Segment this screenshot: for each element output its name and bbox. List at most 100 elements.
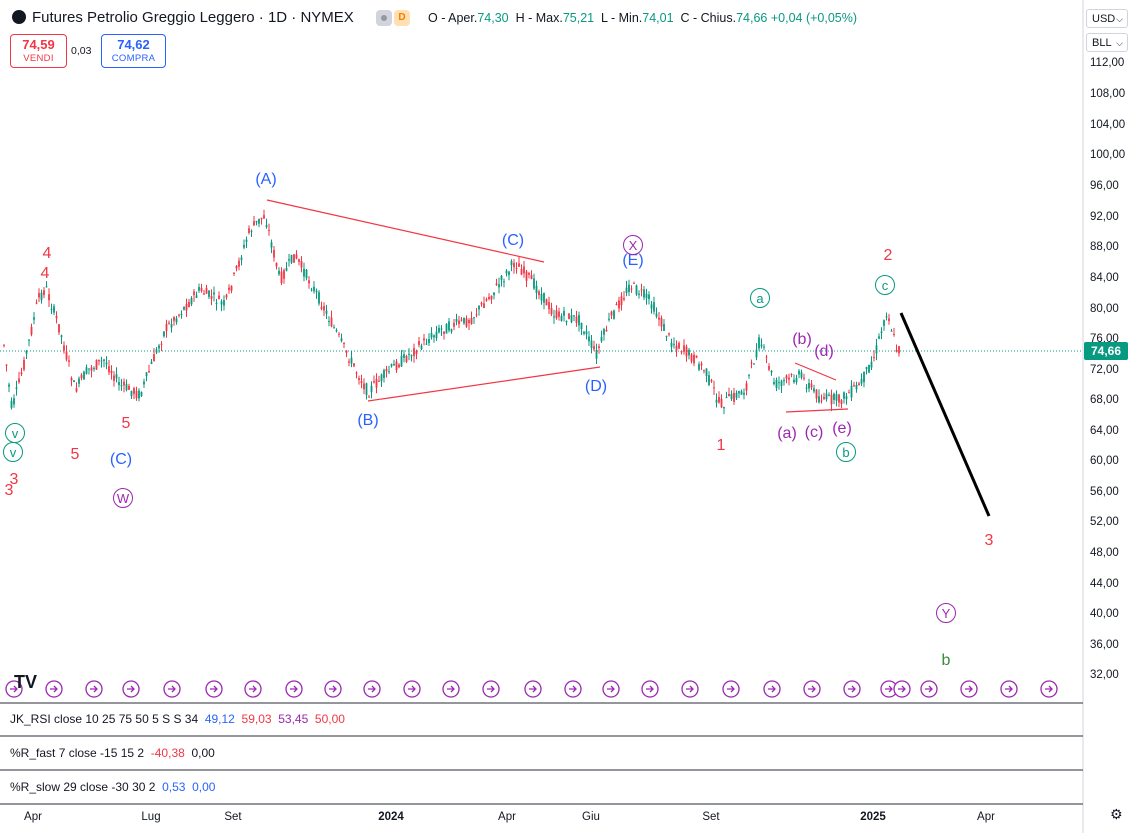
- event-arrow-circle-icon[interactable]: [763, 680, 781, 698]
- event-arrow-circle-icon[interactable]: [524, 680, 542, 698]
- candle-body: [423, 338, 425, 341]
- event-arrow-circle-icon[interactable]: [960, 680, 978, 698]
- event-arrow-circle-icon[interactable]: [893, 680, 911, 698]
- event-arrow-circle-icon[interactable]: [722, 680, 740, 698]
- candle-body: [113, 375, 115, 381]
- candle-body: [255, 220, 258, 223]
- price-tick: 104,00: [1090, 119, 1126, 131]
- event-arrow-circle-icon[interactable]: [843, 680, 861, 698]
- event-arrow-circle-icon[interactable]: [442, 680, 460, 698]
- candle-body: [478, 305, 480, 310]
- candle-body: [508, 271, 510, 275]
- candle-body: [415, 350, 418, 354]
- wave-label: 5: [121, 415, 131, 432]
- candle-body: [588, 336, 590, 342]
- event-arrow-circle-icon[interactable]: [564, 680, 582, 698]
- sell-button[interactable]: 74,59 VENDI: [10, 34, 67, 68]
- candle-body: [63, 345, 65, 351]
- candle-body: [195, 295, 198, 298]
- candle-body: [498, 284, 500, 288]
- event-arrow-circle-icon[interactable]: [1040, 680, 1058, 698]
- candle-body: [278, 270, 280, 275]
- event-arrow-circle-icon[interactable]: [324, 680, 342, 698]
- candle-body: [685, 346, 688, 357]
- candle-body: [48, 294, 50, 301]
- eye-dot-icon[interactable]: [376, 10, 392, 26]
- candle-body: [215, 302, 218, 305]
- candle-body: [888, 318, 890, 322]
- candle-body: [153, 354, 155, 362]
- candle-body: [105, 362, 108, 365]
- rfast-legend[interactable]: %R_fast 7 close -15 15 2 -40,38 0,00: [10, 746, 215, 760]
- event-arrow-circle-icon[interactable]: [403, 680, 421, 698]
- time-tick: Apr: [24, 811, 42, 823]
- rslow-legend[interactable]: %R_slow 29 close -30 30 2 0,53 0,00: [10, 780, 216, 794]
- candle-body: [540, 293, 543, 301]
- event-arrow-circle-icon[interactable]: [681, 680, 699, 698]
- event-arrow-circle-icon[interactable]: [920, 680, 938, 698]
- event-arrow-circle-icon[interactable]: [122, 680, 140, 698]
- candle-body: [620, 296, 623, 306]
- currency-select[interactable]: USD ⌵: [1086, 9, 1128, 28]
- gear-icon[interactable]: ⚙: [1110, 806, 1123, 822]
- event-arrow-circle-icon[interactable]: [1000, 680, 1018, 698]
- event-arrow-circle-icon[interactable]: [85, 680, 103, 698]
- candle-body: [418, 341, 420, 345]
- symbol-title[interactable]: Futures Petrolio Greggio Leggero · 1D · …: [12, 9, 354, 26]
- candle-body: [140, 391, 143, 396]
- candle-body: [818, 396, 820, 403]
- buy-button[interactable]: 74,62 COMPRA: [101, 34, 166, 68]
- tradingview-logo[interactable]: TV: [14, 672, 38, 692]
- candle-body: [738, 391, 740, 394]
- candle-body: [65, 351, 68, 360]
- candle-body: [598, 346, 600, 348]
- candle-body: [815, 389, 818, 399]
- event-arrow-circle-icon[interactable]: [45, 680, 63, 698]
- candle-body: [368, 396, 370, 398]
- triangle-upper-line: [266, 199, 545, 263]
- event-arrow-circle-icon[interactable]: [244, 680, 262, 698]
- event-arrow-circle-icon[interactable]: [363, 680, 381, 698]
- candle-body: [343, 342, 345, 344]
- candle-body: [345, 350, 348, 353]
- rsi-legend[interactable]: JK_RSI close 10 25 75 50 5 S S 34 49,12 …: [10, 712, 345, 726]
- event-arrow-circle-icon[interactable]: [163, 680, 181, 698]
- event-arrow-circle-icon[interactable]: [205, 680, 223, 698]
- candle-body: [878, 336, 880, 339]
- event-arrow-circle-icon[interactable]: [602, 680, 620, 698]
- candle-body: [243, 245, 245, 248]
- candle-body: [315, 290, 318, 293]
- candle-body: [768, 365, 770, 370]
- candle-body: [325, 310, 328, 314]
- candle-body: [33, 317, 35, 320]
- events-row[interactable]: [5, 680, 1058, 698]
- candle-body: [603, 329, 605, 335]
- symbol-logo-icon: [12, 10, 26, 24]
- candle-body: [703, 370, 705, 372]
- delayed-data-badge[interactable]: D: [394, 10, 410, 26]
- candle-body: [85, 367, 88, 374]
- unit-select[interactable]: BLL ⌵: [1086, 33, 1128, 52]
- candle-body: [165, 323, 168, 331]
- wave-label: (E): [622, 252, 644, 269]
- candle-body: [158, 345, 160, 349]
- event-arrow-circle-icon[interactable]: [641, 680, 659, 698]
- event-arrow-circle-icon[interactable]: [803, 680, 821, 698]
- candle-body: [83, 371, 85, 380]
- candle-body: [390, 364, 393, 367]
- candle-body: [43, 290, 45, 296]
- candle-body: [198, 287, 200, 291]
- candle-body: [668, 333, 670, 335]
- candle-body: [580, 322, 583, 330]
- candle-body: [350, 357, 353, 364]
- wave-label: (e): [832, 420, 852, 437]
- circled-wave-label: X: [623, 235, 643, 255]
- candle-body: [503, 281, 505, 283]
- event-arrow-circle-icon[interactable]: [285, 680, 303, 698]
- candle-body: [55, 316, 58, 319]
- price-tick: 112,00: [1090, 57, 1125, 69]
- event-arrow-circle-icon[interactable]: [5, 680, 23, 698]
- candle-body: [895, 349, 898, 352]
- event-arrow-circle-icon[interactable]: [482, 680, 500, 698]
